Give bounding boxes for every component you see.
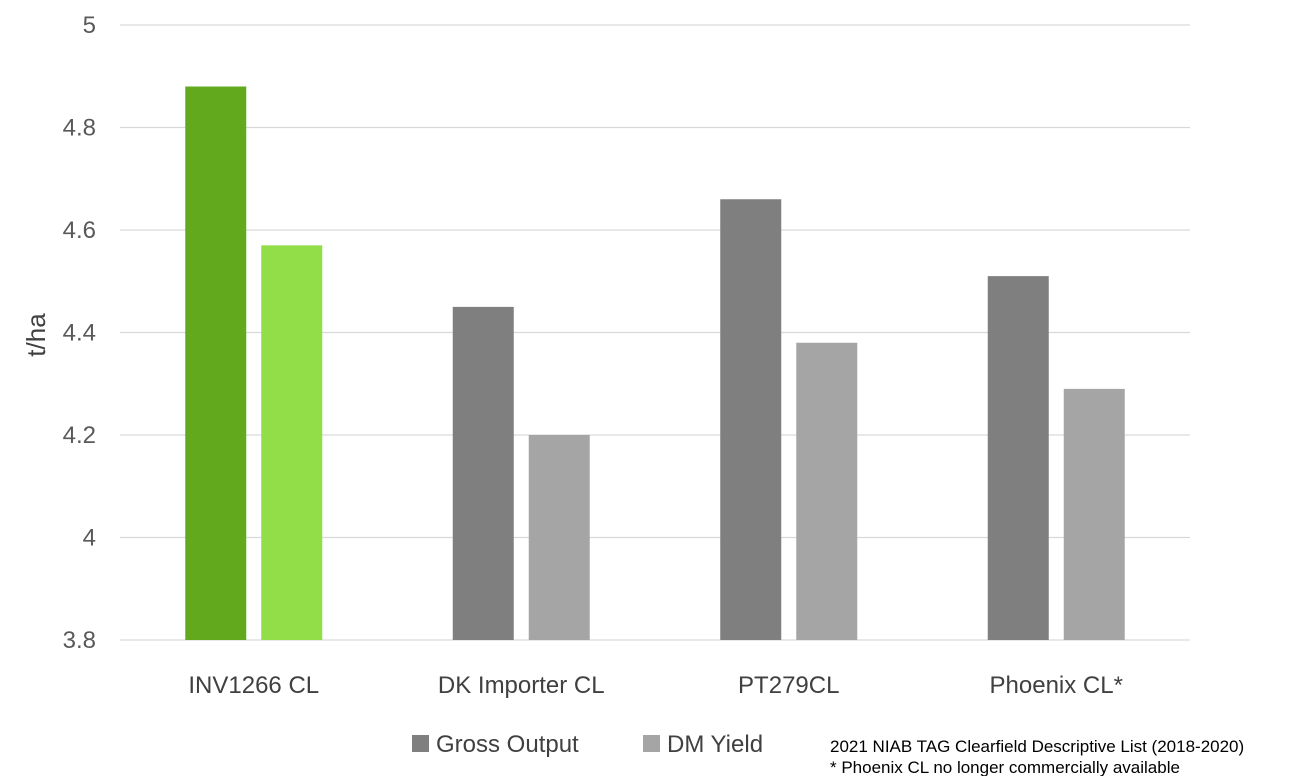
bars bbox=[185, 86, 1125, 640]
x-category-label: PT279CL bbox=[738, 672, 839, 699]
bar-dm-yield-1 bbox=[528, 435, 590, 640]
legend: Gross Output DM Yield bbox=[412, 731, 763, 758]
legend-swatch-gross-output bbox=[412, 735, 429, 752]
x-axis-labels: INV1266 CL DK Importer CL PT279CL Phoenix C… bbox=[188, 672, 1123, 699]
bar-dm-yield-2 bbox=[796, 342, 858, 640]
legend-label-dm-yield: DM Yield bbox=[667, 731, 763, 758]
legend-swatch-dm-yield bbox=[643, 735, 660, 752]
y-axis-label: t/ha bbox=[21, 313, 51, 357]
bar-gross-output-2 bbox=[720, 199, 782, 640]
y-tick-label: 4.4 bbox=[63, 320, 96, 347]
source-note: 2021 NIAB TAG Clearfield Descriptive Lis… bbox=[830, 737, 1244, 756]
availability-note: * Phoenix CL no longer commercially avai… bbox=[830, 758, 1180, 776]
y-tick-label: 3.8 bbox=[63, 627, 96, 654]
y-tick-label: 4 bbox=[83, 525, 96, 552]
y-tick-label: 4.2 bbox=[63, 422, 96, 449]
legend-label-gross-output: Gross Output bbox=[436, 731, 579, 758]
y-tick-label: 4.6 bbox=[63, 217, 96, 244]
bar-gross-output-0 bbox=[185, 86, 247, 640]
y-tick-label: 5 bbox=[83, 12, 96, 39]
x-category-label: DK Importer CL bbox=[438, 672, 605, 699]
x-category-label: INV1266 CL bbox=[188, 672, 319, 699]
bar-gross-output-1 bbox=[452, 306, 514, 640]
bar-dm-yield-3 bbox=[1063, 388, 1125, 640]
bar-gross-output-3 bbox=[987, 276, 1049, 640]
y-tick-label: 4.8 bbox=[63, 115, 96, 142]
y-axis-ticks: 3.8 4 4.2 4.4 4.6 4.8 5 bbox=[63, 12, 96, 654]
x-category-label: Phoenix CL* bbox=[990, 672, 1123, 699]
bar-dm-yield-0 bbox=[261, 245, 323, 640]
